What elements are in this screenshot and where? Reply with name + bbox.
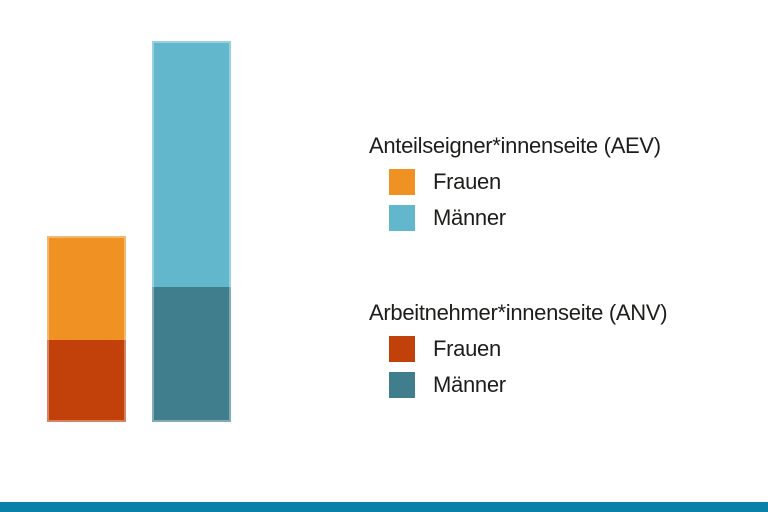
legend-group-anv: Arbeitnehmer*innenseite (ANV) Frauen Män… (369, 300, 668, 398)
footer-band (0, 502, 768, 512)
legend-label-anv-maenner: Männer (433, 372, 506, 397)
bar-maenner (152, 41, 231, 422)
bar-segment-aev-frauen (47, 236, 126, 340)
legend-label-aev-frauen: Frauen (433, 169, 501, 194)
legend-label-aev-maenner: Männer (433, 205, 506, 230)
legend-row-anv-frauen: Frauen (369, 336, 667, 362)
legend-row-anv-maenner: Männer (369, 372, 667, 398)
legend-title-aev: Anteilseigner*innenseite (AEV) (369, 133, 661, 158)
bar-segment-anv-maenner (152, 287, 231, 422)
legend-row-aev-frauen: Frauen (369, 169, 661, 195)
anv-maenner-swatch (389, 372, 415, 398)
bar-frauen (47, 236, 126, 422)
anv-frauen-swatch (389, 336, 415, 362)
aev-maenner-swatch (389, 205, 415, 231)
legend-title-anv: Arbeitnehmer*innenseite (ANV) (369, 300, 668, 325)
bar-segment-anv-frauen (47, 340, 126, 422)
legend-label-anv-frauen: Frauen (433, 336, 501, 361)
legend-group-aev: Anteilseigner*innenseite (AEV) Frauen Mä… (369, 133, 661, 231)
legend-row-aev-maenner: Männer (369, 205, 661, 231)
aev-frauen-swatch (389, 169, 415, 195)
bar-segment-aev-maenner (152, 41, 231, 287)
